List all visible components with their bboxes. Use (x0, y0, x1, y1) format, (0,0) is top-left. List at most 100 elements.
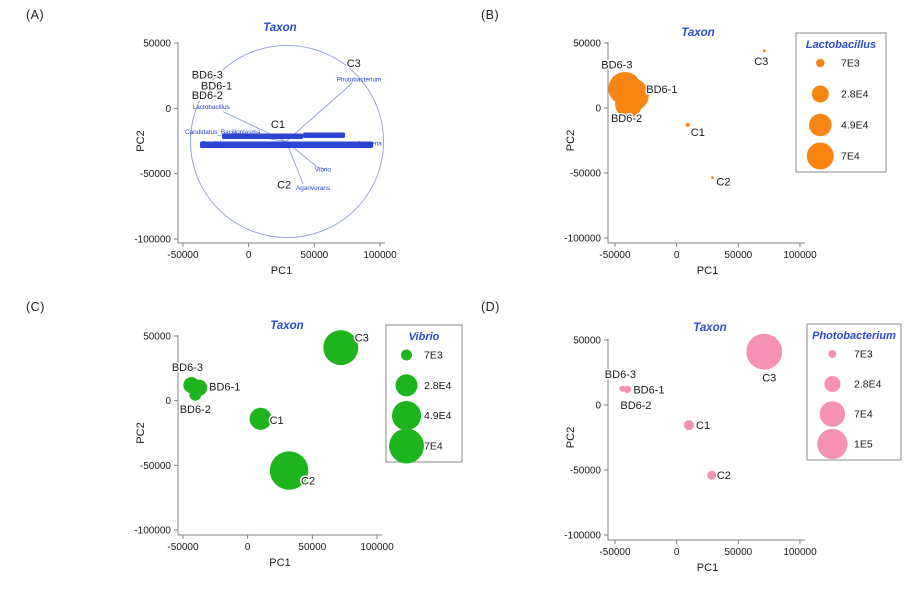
legend-size-label: 2.8E4 (854, 379, 882, 391)
y-axis-title: PC2 (565, 427, 577, 448)
x-tick-label: 100000 (783, 250, 817, 261)
legend-size-label: 7E3 (841, 58, 860, 70)
legend-bubble (817, 428, 848, 460)
vibrio-bubble-chart: Taxon -50000 0 50000 100000 50000 0 -50000 -1000… (134, 320, 463, 569)
panel-c: (C) Taxon -50000 0 50000 100000 50000 0 -50000 -… (0, 297, 463, 594)
legend-size-label: 7E4 (424, 441, 443, 453)
sample-label-c2: C2 (277, 180, 291, 192)
correlation-circle (190, 45, 384, 239)
y-tick-label: -50000 (140, 169, 172, 180)
x-tick-label: 100000 (360, 542, 394, 553)
y-tick-label: -50000 (570, 466, 602, 477)
data-bubble-c1 (249, 407, 272, 430)
x-tick-label: -50000 (599, 547, 631, 558)
x-tick-label: -50000 (599, 250, 631, 261)
data-bubble-c2 (269, 451, 309, 490)
legend-size-label: 7E4 (841, 151, 860, 163)
y-tick-label: 50000 (143, 39, 171, 50)
legend-bubble (806, 142, 834, 170)
overlapping-taxa-band (303, 132, 345, 138)
legend-bubble (395, 374, 418, 397)
sample-label-bd6-1: BD6-1 (633, 384, 664, 396)
panel-b-label: (B) (481, 8, 500, 22)
data-bubble-c2 (710, 176, 714, 179)
data-bubble-c1 (685, 122, 690, 127)
legend-bubble (391, 401, 422, 431)
sample-label-bd6-3: BD6-3 (192, 69, 223, 81)
axis-lines (177, 335, 382, 536)
x-tick-label: 50000 (724, 250, 752, 261)
y-tick-label: 50000 (573, 39, 601, 50)
legend-bubble (389, 428, 424, 464)
sample-label-c3: C3 (762, 373, 776, 385)
overlapping-taxa-band (222, 133, 303, 139)
taxa-label: Candidatus_Bacilloplasma (185, 129, 261, 136)
plot-title: Taxon (693, 322, 726, 334)
legend-size-label: 4.9E4 (841, 120, 869, 132)
legend-size-label: 7E3 (424, 350, 443, 362)
sample-label-bd6-2: BD6-2 (620, 400, 651, 412)
sample-label-c2: C2 (716, 177, 730, 189)
plot-title: Taxon (681, 27, 714, 39)
taxa-label: bacteria (359, 141, 382, 148)
data-bubble-c3 (746, 333, 783, 370)
sample-label-bd6-1: BD6-1 (209, 382, 240, 394)
taxa-label: Candid (201, 141, 222, 148)
legend-title: Vibrio (409, 331, 440, 343)
pca-biplot-chart: Taxon -50000 0 50000 100000 50000 0 -50000 -1000… (134, 22, 397, 277)
legend-bubble (828, 349, 837, 359)
legend-size-label: 2.8E4 (424, 380, 452, 392)
legend-size-label: 2.8E4 (841, 89, 869, 101)
legend-title: Lactobacillus (806, 39, 876, 51)
photobacterium-bubble-chart: Taxon -50000 0 50000 100000 50000 0 -50000 -1000… (564, 322, 902, 574)
data-bubble-bd6-3 (619, 385, 626, 392)
y-tick-label: -50000 (570, 169, 602, 180)
plot-title: Taxon (263, 22, 296, 34)
legend-bubble (816, 58, 825, 68)
sample-label-bd6-2: BD6-2 (611, 113, 642, 125)
y-axis-title: PC2 (565, 130, 577, 151)
x-tick-label: 0 (674, 547, 680, 558)
panel-a: (A) Taxon -50000 0 50000 100000 50000 0 -50000 -… (0, 0, 455, 297)
plot-title: Taxon (270, 320, 303, 332)
data-bubble-c2 (707, 470, 717, 480)
y-tick-label: -100000 (564, 234, 601, 245)
legend-size-label: 1E5 (854, 439, 873, 451)
panel-a-label: (A) (26, 8, 45, 22)
x-axis-title: PC1 (697, 265, 718, 277)
x-axis-title: PC1 (271, 265, 292, 277)
sample-label-c3: C3 (347, 58, 361, 70)
sample-label-bd6-3: BD6-3 (605, 369, 636, 381)
data-bubble-bd6-2 (615, 90, 643, 118)
legend-bubble (824, 375, 841, 393)
sample-label-c3: C3 (355, 333, 369, 345)
x-tick-label: 100000 (783, 547, 817, 558)
legend-bubble (819, 401, 846, 427)
x-tick-label: 0 (674, 250, 680, 261)
x-tick-label: 0 (245, 542, 251, 553)
sample-label-bd6-1: BD6-1 (646, 84, 677, 96)
legend-size-label: 7E4 (854, 409, 873, 421)
overlapping-taxa-band (200, 141, 373, 148)
y-tick-label: 50000 (143, 332, 171, 343)
y-tick-label: 0 (165, 396, 171, 407)
axis-lines (607, 339, 805, 541)
sample-label-bd6-3: BD6-3 (172, 362, 203, 374)
y-tick-label: -100000 (134, 235, 171, 246)
y-tick-label: 50000 (573, 336, 601, 347)
sample-label-c1: C1 (271, 119, 285, 131)
x-tick-label: 0 (246, 250, 252, 261)
panel-c-label: (C) (26, 300, 45, 314)
lactobacillus-bubble-chart: Taxon -50000 0 50000 100000 50000 0 -50000 -1000… (564, 27, 887, 277)
sample-label-c1: C1 (691, 127, 705, 139)
data-bubble-c1 (683, 420, 695, 431)
data-bubble-c3 (762, 49, 766, 53)
taxa-label: Agarivorans (296, 185, 330, 192)
panel-b: (B) Taxon -50000 0 50000 100000 50000 0 -50000 -… (455, 0, 910, 297)
sample-label-c1: C1 (696, 420, 710, 432)
data-bubble-c3 (323, 330, 359, 366)
x-tick-label: 50000 (298, 542, 326, 553)
legend-bubble (809, 113, 832, 137)
loading-vector (285, 141, 304, 185)
sample-label-c2: C2 (301, 476, 315, 488)
